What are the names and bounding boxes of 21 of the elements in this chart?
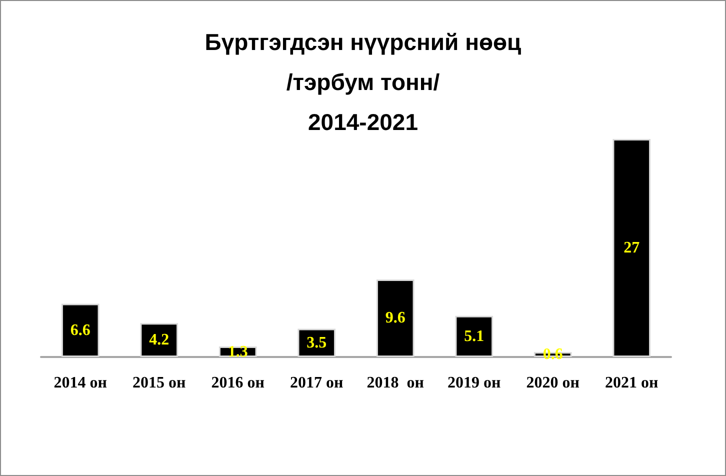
x-tick-label: 2019 он: [448, 374, 501, 392]
bar: [298, 328, 336, 357]
data-label: 4.2: [149, 332, 170, 349]
x-tick-label: 2016 он: [211, 374, 264, 392]
x-tick-label: 2015 он: [132, 374, 186, 392]
bar: [455, 316, 494, 357]
x-tick-label: 2014 он: [54, 374, 107, 392]
data-label: 9.6: [385, 310, 406, 327]
x-tick-label: 2017 он: [290, 374, 344, 392]
bar: [61, 304, 100, 357]
x-tick-label: 2020 он: [526, 374, 580, 392]
data-label: 5.1: [464, 328, 484, 345]
data-label: 6.6: [70, 322, 90, 339]
bar: [376, 279, 414, 357]
data-label: 27: [624, 240, 640, 256]
data-label: 3.5: [306, 334, 327, 352]
chart-title: Бүртгэгдсэн нүүрсний нөөц /тэрбум тонн/ 2014-2021: [204, 29, 522, 135]
bar: [140, 323, 178, 357]
bar: [612, 139, 651, 357]
x-tick-label: 2018 он: [366, 374, 424, 392]
x-tick-label: 2021 он: [605, 374, 658, 392]
